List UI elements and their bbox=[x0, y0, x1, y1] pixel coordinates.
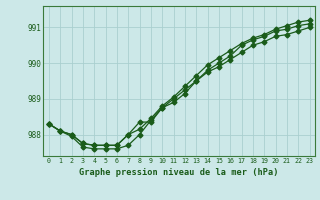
X-axis label: Graphe pression niveau de la mer (hPa): Graphe pression niveau de la mer (hPa) bbox=[79, 168, 279, 177]
